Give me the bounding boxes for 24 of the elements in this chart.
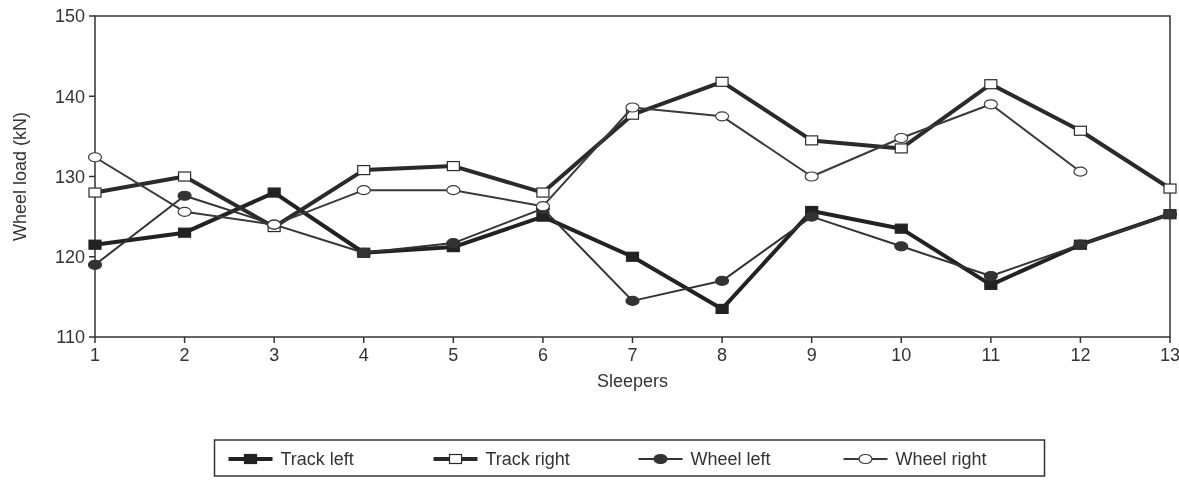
x-tick-label: 2: [179, 345, 190, 365]
y-tick-label: 130: [54, 166, 85, 187]
legend-label: Track right: [485, 449, 570, 470]
x-tick-label: 11: [981, 345, 1001, 365]
x-tick-label: 1: [89, 345, 101, 365]
x-axis-title: Sleepers: [596, 371, 669, 391]
x-tick-label: 8: [717, 345, 728, 365]
x-tick-label: 9: [806, 345, 817, 365]
y-tick-label: 110: [56, 327, 85, 348]
y-tick-label: 140: [54, 86, 85, 107]
y-tick-label: 150: [54, 6, 85, 27]
legend-label: Track left: [280, 449, 354, 470]
x-tick-label: 3: [269, 345, 280, 365]
x-tick-label: 4: [358, 345, 369, 365]
y-axis-title: Wheel load (kN): [10, 111, 30, 242]
x-tick-label: 6: [537, 345, 548, 365]
legend-label: Wheel right: [895, 449, 987, 470]
x-tick-label: 10: [891, 345, 912, 365]
legend-label: Wheel left: [690, 449, 771, 470]
x-tick-label: 7: [627, 345, 638, 365]
x-tick-label: 13: [1159, 345, 1179, 365]
x-tick-label: 12: [1070, 345, 1091, 365]
y-tick-label: 120: [54, 247, 85, 268]
x-tick-label: 5: [448, 345, 459, 365]
